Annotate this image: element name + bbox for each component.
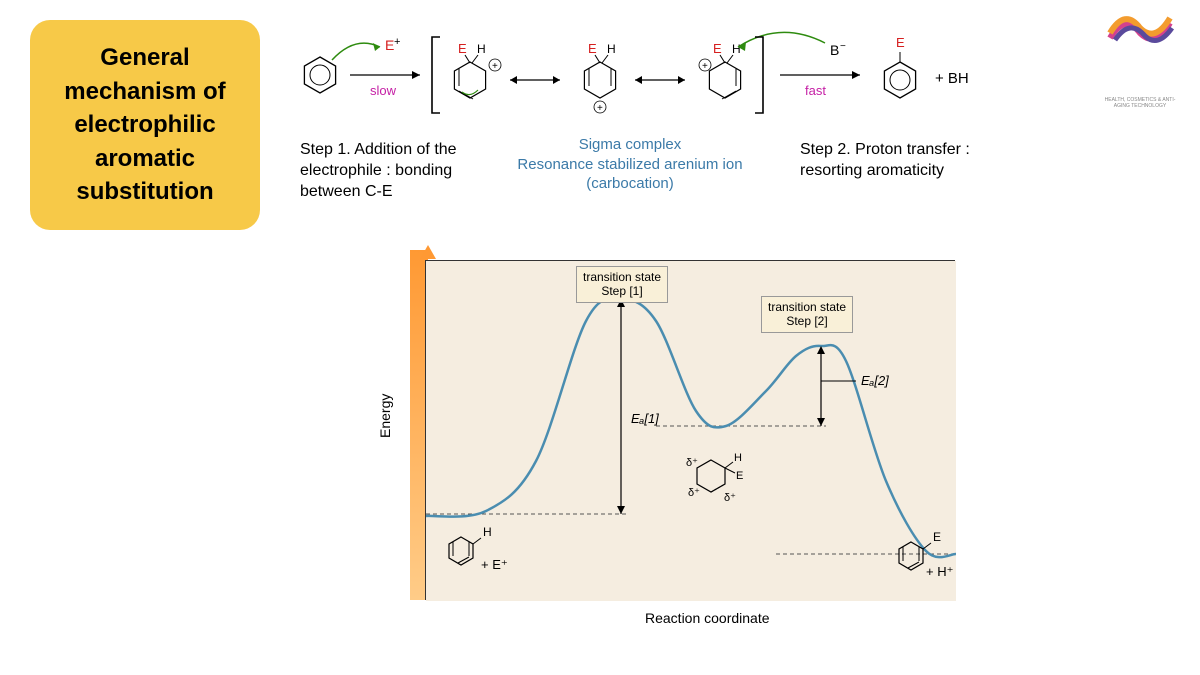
svg-text:δ⁺: δ⁺	[686, 457, 698, 469]
fast-label: fast	[805, 83, 826, 98]
ts1-box: transition state Step [1]	[576, 266, 668, 303]
ts2-box: transition state Step [2]	[761, 296, 853, 333]
step2-label: Step 2. Proton transfer : resorting arom…	[800, 140, 1000, 182]
ea1-label: Eₐ[1]	[631, 411, 659, 426]
svg-text:E: E	[896, 35, 905, 50]
title-box: General mechanism of electrophilic aroma…	[30, 20, 260, 230]
svg-text:+: +	[394, 36, 400, 48]
ts1-label: transition state Step [1]	[583, 270, 661, 298]
step1-label: Step 1. Addition of the electrophile : b…	[300, 140, 480, 202]
svg-text:δ⁺: δ⁺	[724, 492, 736, 504]
plot-area: H + E⁺ H E δ⁺ δ⁺ δ⁺ E	[425, 260, 955, 600]
svg-text:H: H	[607, 42, 616, 56]
svg-text:E: E	[458, 41, 467, 56]
y-axis-arrow-icon	[420, 245, 436, 259]
svg-text:H: H	[732, 42, 741, 56]
svg-text:H: H	[477, 42, 486, 56]
svg-text:+: +	[702, 61, 708, 72]
page-title: General mechanism of electrophilic aroma…	[45, 41, 245, 209]
svg-text:E: E	[385, 37, 394, 53]
svg-text:B: B	[830, 42, 839, 58]
svg-text:E: E	[588, 41, 597, 56]
svg-text:+ H⁺: + H⁺	[926, 564, 953, 579]
svg-text:+ E⁺: + E⁺	[481, 557, 508, 572]
svg-text:+: +	[492, 61, 498, 72]
svg-text:+: +	[597, 103, 603, 114]
svg-text:E: E	[933, 530, 941, 544]
svg-text:+ BH: + BH	[935, 70, 969, 87]
x-axis-label: Reaction coordinate	[645, 610, 770, 626]
svg-text:E: E	[713, 41, 722, 56]
sigma-complex-label: Sigma complex Resonance stabilized areni…	[500, 135, 760, 194]
ts2-label: transition state Step [2]	[768, 300, 846, 328]
slow-label: slow	[370, 83, 397, 98]
energy-diagram: Energy H	[375, 260, 975, 660]
svg-text:H: H	[483, 525, 492, 539]
svg-text:−: −	[840, 41, 846, 52]
ea2-label: Eₐ[2]	[861, 373, 889, 388]
reaction-mechanism: E + slow E H + E H	[300, 25, 1170, 225]
svg-text:H: H	[734, 452, 742, 464]
svg-text:E: E	[736, 470, 743, 482]
svg-text:δ⁺: δ⁺	[688, 487, 700, 499]
y-axis-label: Energy	[377, 394, 393, 438]
